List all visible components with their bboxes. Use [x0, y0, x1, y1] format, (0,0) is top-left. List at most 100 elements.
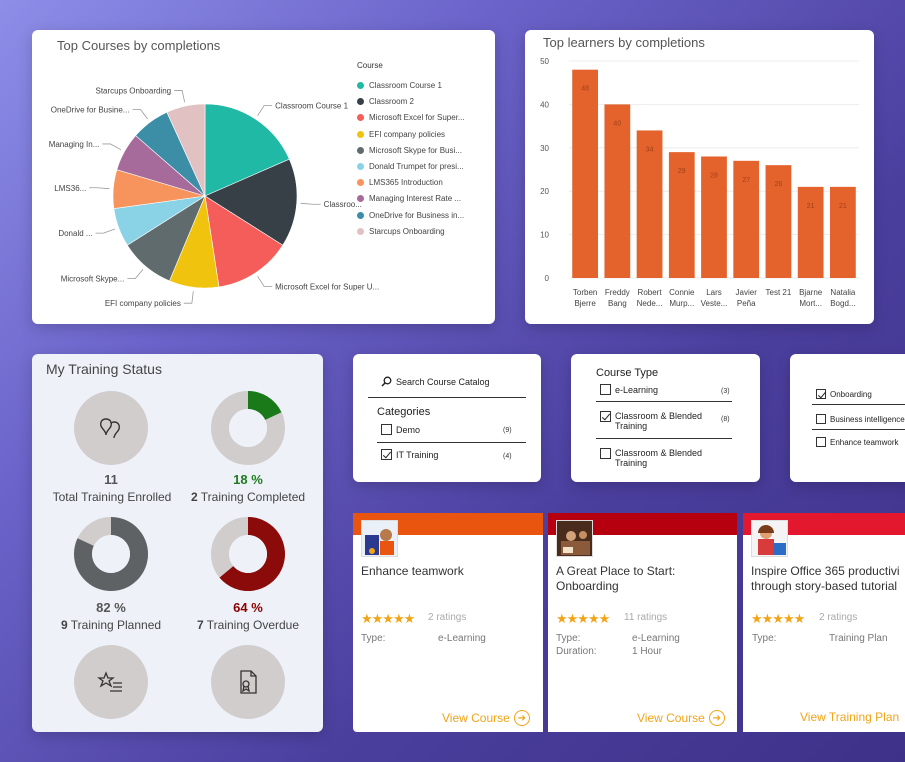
- checkbox[interactable]: [600, 384, 611, 395]
- certificate-icon[interactable]: [211, 645, 285, 719]
- search-placeholder: Search Course Catalog: [396, 376, 490, 387]
- catalog-filter-card: Search Course Catalog Categories Demo (9…: [353, 354, 541, 482]
- course-thumbnail: [556, 520, 593, 557]
- pie-leader-line: [132, 109, 148, 120]
- pie-leader-line: [257, 105, 273, 116]
- bar[interactable]: [733, 160, 760, 278]
- course-title: Inspire Office 365 productivi through st…: [751, 564, 903, 593]
- type-key: Type:: [752, 633, 777, 644]
- category-it-training-count: (4): [503, 453, 512, 460]
- donut-fill: [74, 517, 148, 591]
- x-tick-label: Veste...: [701, 299, 728, 308]
- tags-filter-card: Onboarding Business intelligence Enhance…: [790, 354, 905, 482]
- legend-item[interactable]: Donald Trumpet for presi...: [357, 162, 464, 171]
- duration-value: 1 Hour: [632, 646, 663, 657]
- search-icon: [381, 376, 392, 387]
- x-tick-label: Javier: [736, 288, 758, 297]
- course-type-title: Course Type: [596, 367, 659, 379]
- bar[interactable]: [604, 104, 631, 279]
- legend-swatch: [357, 98, 364, 106]
- bar-chart: 0 10 20 30 40 50 48 Torben Bjerre 40 Freddy Bang 34 R…: [540, 57, 859, 308]
- type-elearning[interactable]: e-Learning: [600, 384, 658, 395]
- legend-label: Microsoft Skype for Busi...: [369, 145, 462, 155]
- bar[interactable]: [636, 130, 663, 278]
- checkbox-checked[interactable]: [381, 449, 392, 460]
- bar-data-label: 27: [742, 177, 750, 184]
- type-key: Type:: [556, 633, 581, 644]
- pie-chart: Classroom Course 1 Classroo... Microsoft E…: [49, 86, 379, 308]
- legend-swatch: [357, 179, 364, 187]
- category-demo[interactable]: Demo: [381, 424, 420, 435]
- checkbox[interactable]: [600, 448, 611, 459]
- completed-donut: [211, 391, 285, 465]
- checkbox[interactable]: [816, 437, 826, 447]
- donut-fill: [219, 517, 285, 591]
- view-course-button[interactable]: View Course ➔: [637, 710, 725, 726]
- divider: [812, 429, 905, 430]
- legend-swatch: [357, 130, 364, 138]
- pie-leader-line: [174, 90, 186, 103]
- legend-label: LMS365 Introduction: [369, 178, 443, 188]
- legend-item[interactable]: LMS365 Introduction: [357, 178, 443, 187]
- legend-label: Managing Interest Rate ...: [369, 194, 462, 204]
- bar[interactable]: [701, 156, 727, 278]
- legend-item[interactable]: Classroom Course 1: [357, 81, 442, 90]
- legend-item[interactable]: EFI company policies: [357, 130, 445, 139]
- overdue-value: 64 %: [233, 600, 263, 615]
- type-classroom-count: (8): [721, 416, 730, 423]
- x-tick-label: Peña: [737, 299, 756, 308]
- checkbox-checked[interactable]: [816, 389, 826, 399]
- checkbox[interactable]: [816, 414, 826, 424]
- bar[interactable]: [797, 186, 824, 278]
- tag-onboarding[interactable]: Onboarding: [816, 389, 872, 399]
- y-tick-label: 10: [540, 231, 549, 240]
- category-it-training[interactable]: IT Training: [381, 449, 438, 460]
- legend-label: Microsoft Excel for Super...: [369, 113, 465, 123]
- bar[interactable]: [765, 165, 792, 278]
- overdue-donut: [211, 517, 285, 591]
- pie-slice-label: Starcups Onboarding: [96, 86, 172, 95]
- legend-item[interactable]: OneDrive for Business in...: [357, 211, 464, 220]
- overdue-label: 7 Training Overdue: [196, 618, 300, 632]
- bar-data-label: 21: [807, 203, 815, 210]
- legend-item[interactable]: Microsoft Excel for Super...: [357, 113, 465, 122]
- legend-item[interactable]: Managing Interest Rate ...: [357, 194, 461, 203]
- course-card[interactable]: Inspire Office 365 productivi through st…: [743, 513, 905, 732]
- bar[interactable]: [572, 69, 598, 279]
- divider: [368, 397, 526, 398]
- rating-count: 2 ratings: [428, 612, 467, 623]
- bar-data-label: 34: [646, 146, 654, 153]
- type-classroom-blended[interactable]: Classroom & Blended Training: [600, 411, 710, 431]
- pie-slice[interactable]: [204, 158, 298, 246]
- legend-swatch: [357, 227, 364, 235]
- pie-slice-label: Microsoft Skype...: [61, 274, 125, 283]
- pie-slice-label: Classroom Course 1: [275, 102, 348, 111]
- starred-list-icon[interactable]: [74, 645, 148, 719]
- donut-hole: [92, 535, 130, 573]
- view-course-button[interactable]: View Course ➔: [442, 710, 530, 726]
- pie-slice[interactable]: [166, 103, 206, 197]
- search-course-catalog[interactable]: Search Course Catalog: [381, 376, 490, 387]
- checkbox[interactable]: [381, 424, 392, 435]
- view-training-plan-button[interactable]: View Training Plan: [800, 710, 900, 724]
- bar[interactable]: [668, 152, 695, 278]
- legend-swatch: [357, 114, 364, 122]
- legend-item[interactable]: Starcups Onboarding: [357, 227, 445, 236]
- legend-item[interactable]: Classroom 2: [357, 97, 414, 106]
- pie-slice[interactable]: [204, 103, 290, 197]
- tag-business-intelligence[interactable]: Business intelligence: [816, 414, 905, 424]
- bar[interactable]: [830, 186, 856, 278]
- pie-leader-line: [127, 269, 144, 279]
- pie-slice[interactable]: [204, 195, 284, 288]
- pie-slice-label: Managing In...: [49, 140, 100, 149]
- course-card[interactable]: Enhance teamwork ★★★★★ 2 ratings Type: e…: [353, 513, 543, 732]
- type-classroom-blended-2[interactable]: Classroom & Blended Training: [600, 448, 710, 468]
- y-tick-label: 50: [540, 57, 549, 66]
- checkbox-checked[interactable]: [600, 411, 611, 422]
- legend-item[interactable]: Microsoft Skype for Busi...: [357, 146, 462, 155]
- divider: [596, 438, 732, 439]
- donut-fill: [248, 391, 282, 420]
- course-card[interactable]: A Great Place to Start: Onboarding ★★★★★…: [548, 513, 737, 732]
- planned-label: 9 Training Planned: [60, 618, 162, 632]
- tag-enhance-teamwork[interactable]: Enhance teamwork: [816, 437, 898, 447]
